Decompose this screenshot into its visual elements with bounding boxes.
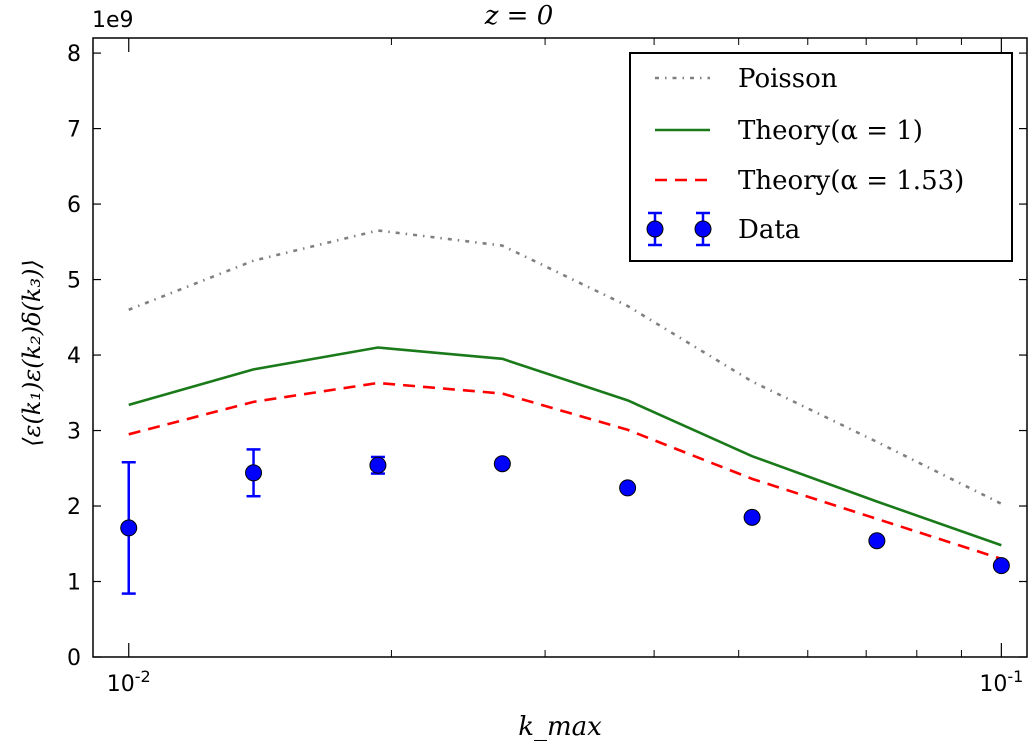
- data-point-2: [369, 456, 387, 474]
- legend-label-1: Theory(α = 1): [738, 116, 923, 146]
- legend-box: [629, 52, 1013, 262]
- series-line-0: [128, 229, 1002, 505]
- data-point-5: [743, 508, 761, 526]
- series-line-1: [128, 346, 1002, 547]
- data-point-3: [493, 455, 511, 473]
- legend-marker-0: [646, 220, 664, 238]
- y-tick-label-8: 8: [67, 42, 81, 67]
- legend-label-3: Data: [738, 215, 800, 245]
- data-point-6: [868, 532, 886, 550]
- data-point-4: [619, 479, 637, 497]
- y-offset-label: 1e9: [92, 8, 134, 33]
- y-tick-label-1: 1: [67, 571, 81, 596]
- series-line-2: [128, 381, 1002, 561]
- legend-marker-1: [694, 220, 712, 238]
- legend-label-2: Theory(α = 1.53): [738, 166, 964, 196]
- y-tick-label-4: 4: [67, 344, 81, 369]
- chart-title: z = 0: [484, 1, 554, 31]
- y-tick-label-2: 2: [67, 495, 81, 520]
- x-tick-label-0: 10-2: [107, 667, 151, 697]
- legend-label-0: Poisson: [738, 64, 838, 94]
- legend: Poisson Theory(α = 1) Theory(α = 1.53) Data: [629, 52, 1013, 262]
- data-point-7: [992, 557, 1010, 575]
- y-tick-label-0: 0: [67, 646, 81, 671]
- y-tick-label-5: 5: [67, 269, 81, 294]
- legend-items: Poisson Theory(α = 1) Theory(α = 1.53) Data: [646, 64, 964, 247]
- ticks-layer: 0 1 2 3 4 5 6 7 8 10-2 10-1: [67, 38, 1027, 697]
- x-axis-label: k_max: [518, 712, 602, 741]
- data-point-1: [245, 464, 263, 482]
- x-tick-label-1: 10-1: [979, 667, 1023, 697]
- data-point-0: [120, 519, 138, 537]
- y-tick-label-7: 7: [67, 118, 81, 143]
- series-layer: [120, 229, 1010, 595]
- y-axis-label: ⟨ε(k₁)ε(k₂)δ(k₃)⟩: [18, 259, 46, 447]
- plot-frame: [92, 37, 1028, 658]
- y-tick-label-3: 3: [67, 420, 81, 445]
- y-tick-label-6: 6: [67, 193, 81, 218]
